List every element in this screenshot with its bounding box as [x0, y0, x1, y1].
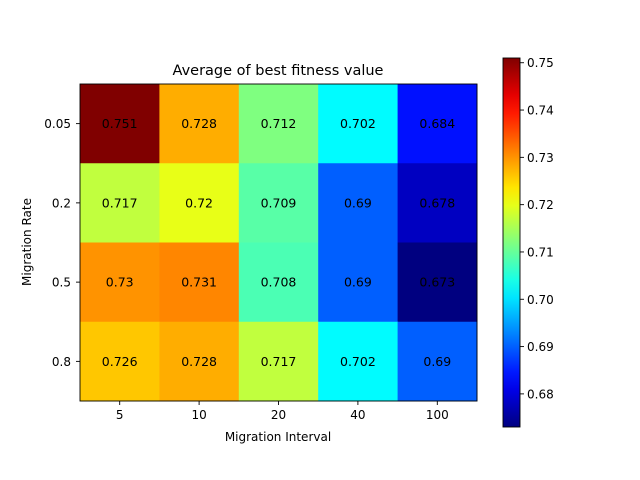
colorbar-tick-label: 0.71 — [527, 245, 554, 259]
heatmap-cell — [397, 321, 478, 402]
cell-value-label: 0.751 — [102, 116, 138, 131]
x-axis-ticks: 5 10 20 40 100 — [116, 401, 449, 422]
cell-value-label: 0.73 — [106, 275, 134, 290]
cell-value-label: 0.717 — [102, 195, 138, 210]
cell-value-label: 0.726 — [102, 354, 138, 369]
x-tick-label: 40 — [350, 408, 365, 422]
cell-value-label: 0.69 — [344, 275, 372, 290]
heatmap-cell — [159, 321, 240, 402]
x-axis-label: Migration Interval — [225, 430, 331, 444]
heatmap-cell-labels: 0.751 0.728 0.712 0.702 0.684 0.717 0.72 0.709 0… — [102, 116, 455, 369]
cell-value-label: 0.702 — [340, 116, 376, 131]
cell-value-label: 0.673 — [419, 275, 455, 290]
x-tick-label: 100 — [426, 408, 449, 422]
y-tick-label: 0.05 — [44, 117, 71, 131]
y-tick-label: 0.2 — [52, 196, 71, 210]
heatmap-cell — [238, 84, 319, 164]
chart-title: Average of best fitness value — [173, 63, 384, 79]
heatmap-cell — [80, 321, 160, 402]
colorbar-ticks: 0.68 0.69 0.70 0.71 0.72 0.73 0.74 0.75 — [520, 56, 554, 401]
cell-value-label: 0.717 — [261, 354, 297, 369]
colorbar-tick-label: 0.74 — [527, 104, 554, 118]
cell-value-label: 0.712 — [261, 116, 297, 131]
colorbar-tick-label: 0.69 — [527, 340, 554, 354]
heatmap-cell — [80, 242, 160, 323]
y-axis-ticks: 0.05 0.2 0.5 0.8 — [44, 117, 80, 369]
heatmap-cell — [397, 242, 478, 323]
cell-value-label: 0.709 — [261, 195, 297, 210]
colorbar-tick-label: 0.70 — [527, 293, 554, 307]
heatmap-cell — [80, 163, 160, 243]
heatmap-cell — [397, 163, 478, 243]
cell-value-label: 0.72 — [185, 195, 213, 210]
x-tick-label: 5 — [116, 408, 124, 422]
cell-value-label: 0.69 — [344, 195, 372, 210]
y-tick-label: 0.5 — [52, 276, 71, 290]
cell-value-label: 0.684 — [419, 116, 455, 131]
heatmap-cell — [318, 84, 399, 164]
heatmap-cell — [159, 242, 240, 323]
cell-value-label: 0.702 — [340, 354, 376, 369]
heatmap-cell — [238, 321, 319, 402]
cell-value-label: 0.69 — [423, 354, 451, 369]
colorbar-tick-label: 0.72 — [527, 198, 554, 212]
heatmap-cell — [318, 242, 399, 323]
colorbar-tick-label: 0.68 — [527, 387, 554, 401]
x-tick-label: 20 — [271, 408, 286, 422]
colorbar — [502, 57, 521, 428]
heatmap-cell — [159, 163, 240, 243]
cell-value-label: 0.728 — [181, 354, 217, 369]
cell-value-label: 0.708 — [261, 275, 297, 290]
heatmap-cell — [397, 84, 478, 164]
heatmap-cell — [238, 242, 319, 323]
heatmap-cell — [318, 163, 399, 243]
cell-value-label: 0.731 — [181, 275, 217, 290]
cell-value-label: 0.728 — [181, 116, 217, 131]
heatmap-cells — [80, 84, 478, 402]
heatmap-cell — [80, 84, 160, 164]
y-axis-label: Migration Rate — [20, 198, 34, 286]
heatmap-cell — [159, 84, 240, 164]
colorbar-tick-label: 0.73 — [527, 151, 554, 165]
y-tick-label: 0.8 — [52, 355, 71, 369]
heatmap-cell — [238, 163, 319, 243]
colorbar-tick-label: 0.75 — [527, 56, 554, 70]
x-tick-label: 10 — [191, 408, 206, 422]
heatmap-cell — [318, 321, 399, 402]
cell-value-label: 0.678 — [419, 195, 455, 210]
